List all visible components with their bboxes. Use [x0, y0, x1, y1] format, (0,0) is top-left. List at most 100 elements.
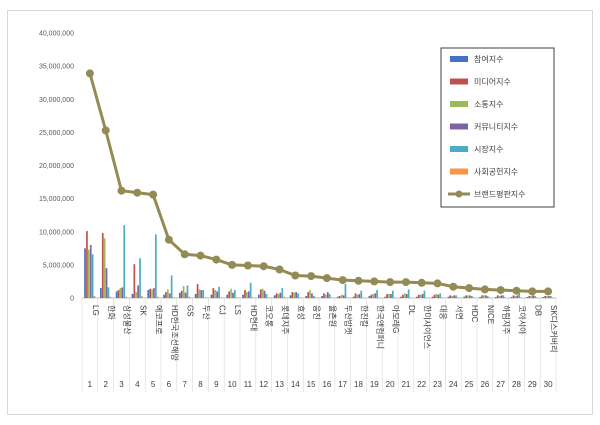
- bar-1-3: [115, 291, 118, 299]
- bar-4-17: [342, 295, 345, 298]
- line-point-26: [480, 285, 489, 294]
- bar-5-13: [281, 288, 284, 298]
- bar-4-6: [168, 293, 171, 298]
- x-rank-label: 30: [544, 380, 553, 389]
- bar-2-23: [433, 294, 436, 298]
- bar-5-11: [249, 282, 252, 298]
- line-point-6: [164, 235, 173, 244]
- bar-6-12: [267, 297, 270, 298]
- bar-6-6: [172, 297, 175, 298]
- bar-1-12: [258, 294, 260, 298]
- bar-6-14: [299, 297, 301, 298]
- x-rank-label: 22: [417, 380, 426, 389]
- bar-5-8: [202, 290, 205, 298]
- bar-4-22: [421, 294, 424, 298]
- x-category-label: 하림지주: [502, 305, 512, 334]
- bar-3-19: [372, 294, 375, 298]
- line-point-21: [401, 278, 410, 287]
- bar-4-30: [548, 296, 550, 298]
- x-category-label: LG: [91, 305, 100, 316]
- bar-5-25: [471, 296, 473, 298]
- bar-2-3: [117, 290, 120, 298]
- bar-6-26: [488, 297, 491, 298]
- bar-1-4: [131, 294, 134, 298]
- bar-4-10: [232, 292, 234, 298]
- bar-3-6: [167, 289, 169, 298]
- x-rank-label: 5: [151, 380, 156, 389]
- line-point-2: [101, 126, 110, 135]
- bar-1-19: [368, 296, 371, 298]
- bar-4-25: [469, 295, 471, 298]
- line-point-17: [338, 276, 347, 285]
- bar-2-22: [417, 294, 420, 298]
- legend-label-2: 미디어지수: [474, 77, 511, 87]
- bar-6-11: [251, 297, 254, 298]
- bar-4-23: [437, 294, 440, 298]
- x-rank-label: 14: [291, 380, 300, 389]
- bar-3-11: [246, 292, 248, 298]
- bar-2-6: [165, 292, 167, 298]
- x-category-label: 서연: [454, 305, 463, 320]
- x-rank-label: 20: [386, 380, 395, 389]
- x-rank-label: 19: [370, 380, 379, 389]
- bar-1-29: [526, 297, 529, 298]
- x-rank-label: 29: [528, 380, 537, 389]
- bar-3-26: [483, 295, 485, 298]
- x-rank-label: 8: [198, 380, 203, 389]
- bar-3-24: [451, 296, 454, 298]
- bar-1-17: [337, 296, 339, 298]
- bar-5-20: [392, 290, 394, 298]
- x-rank-label: 21: [401, 380, 410, 389]
- bar-1-30: [542, 297, 545, 298]
- legend-swatch-6: [450, 168, 468, 175]
- bar-3-25: [467, 295, 469, 298]
- bar-4-13: [279, 292, 282, 298]
- bar-1-24: [447, 296, 450, 298]
- x-rank-label: 15: [307, 380, 316, 389]
- bar-3-3: [119, 288, 122, 298]
- line-point-20: [386, 278, 395, 287]
- bar-5-17: [344, 284, 347, 298]
- bar-6-3: [125, 296, 127, 298]
- legend-label-4: 커뮤니티지수: [474, 122, 518, 132]
- bar-6-4: [141, 296, 143, 298]
- bar-1-18: [352, 296, 355, 298]
- bar-6-19: [378, 297, 380, 298]
- bar-2-17: [338, 296, 341, 298]
- x-category-label: 효성: [296, 305, 305, 320]
- y-tick-label: 35,000,000: [39, 64, 74, 71]
- bar-2-29: [528, 296, 531, 298]
- bar-3-1: [88, 249, 90, 298]
- x-category-label: 한국앤컴퍼니: [375, 305, 385, 349]
- bar-3-12: [261, 288, 264, 298]
- bar-3-4: [135, 292, 138, 298]
- bar-5-27: [502, 295, 505, 298]
- bar-4-18: [358, 294, 361, 298]
- x-rank-label: 28: [512, 380, 521, 389]
- bar-1-21: [400, 296, 402, 298]
- x-category-label: SK: [138, 305, 147, 316]
- bar-3-5: [151, 289, 153, 298]
- line-point-29: [528, 287, 537, 296]
- bar-5-5: [155, 234, 157, 298]
- legend-label-7: 브랜드평판지수: [474, 189, 526, 199]
- bar-4-5: [153, 288, 155, 298]
- bar-1-8: [194, 294, 197, 298]
- x-rank-label: 25: [465, 380, 474, 389]
- bar-1-5: [147, 290, 150, 298]
- y-tick-label: 30,000,000: [39, 97, 74, 104]
- bar-6-5: [156, 296, 159, 298]
- bar-4-4: [137, 285, 139, 298]
- bar-2-12: [259, 289, 262, 298]
- bar-6-27: [504, 297, 507, 298]
- x-rank-label: 7: [182, 380, 187, 389]
- bar-5-18: [360, 290, 363, 298]
- bar-6-15: [314, 297, 317, 298]
- bar-6-21: [409, 297, 412, 298]
- bar-1-27: [495, 297, 497, 298]
- x-category-label: 대웅: [439, 305, 448, 320]
- bar-2-25: [465, 295, 467, 298]
- x-rank-label: 2: [103, 380, 108, 389]
- bar-4-7: [184, 292, 187, 298]
- bar-3-13: [277, 294, 280, 298]
